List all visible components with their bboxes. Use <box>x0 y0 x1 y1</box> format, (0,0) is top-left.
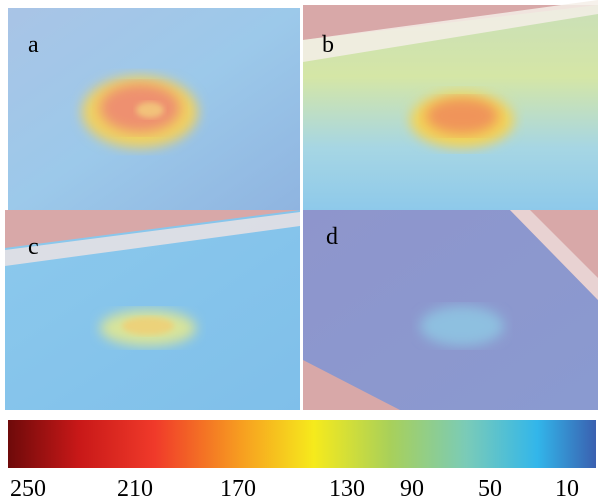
colorbar-tick-label: 90 <box>400 476 424 502</box>
panel-label: b <box>322 32 334 58</box>
panel-label: c <box>28 234 39 260</box>
figure: a b c d 250 210 170 130 90 50 10 <box>0 0 598 503</box>
panel-d: d <box>303 210 598 410</box>
colorbar-tick-label: 250 <box>10 476 46 502</box>
colorbar-tick-label: 130 <box>329 476 365 502</box>
panel-label: a <box>28 32 39 58</box>
colorbar <box>8 420 596 468</box>
panel-a: a <box>8 8 300 210</box>
colorbar-ticks: 250 210 170 130 90 50 10 <box>10 476 579 502</box>
panel-c: c <box>5 210 300 410</box>
colorbar-tick-label: 50 <box>478 476 502 502</box>
colorbar-tick-label: 10 <box>555 476 579 502</box>
colorbar-tick-label: 210 <box>117 476 153 502</box>
panel-b: b <box>303 0 598 210</box>
panel-label: d <box>326 224 338 250</box>
colorbar-tick-label: 170 <box>220 476 256 502</box>
